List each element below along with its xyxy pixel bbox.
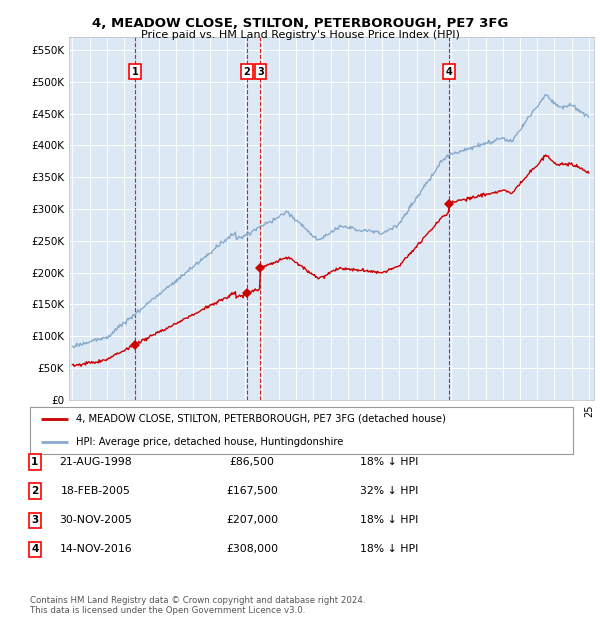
Text: 4, MEADOW CLOSE, STILTON, PETERBOROUGH, PE7 3FG: 4, MEADOW CLOSE, STILTON, PETERBOROUGH, … — [92, 17, 508, 30]
Text: £207,000: £207,000 — [226, 515, 278, 525]
Text: 18-FEB-2005: 18-FEB-2005 — [61, 486, 131, 496]
Text: 3: 3 — [257, 67, 263, 77]
Text: HPI: Average price, detached house, Huntingdonshire: HPI: Average price, detached house, Hunt… — [76, 437, 344, 447]
Text: 4: 4 — [31, 544, 38, 554]
Text: 2: 2 — [244, 67, 250, 77]
Text: £308,000: £308,000 — [226, 544, 278, 554]
Text: 32% ↓ HPI: 32% ↓ HPI — [360, 486, 418, 496]
Text: £167,500: £167,500 — [226, 486, 278, 496]
Text: 21-AUG-1998: 21-AUG-1998 — [59, 457, 133, 467]
Text: Contains HM Land Registry data © Crown copyright and database right 2024.
This d: Contains HM Land Registry data © Crown c… — [30, 596, 365, 615]
Text: 18% ↓ HPI: 18% ↓ HPI — [360, 515, 418, 525]
Text: 1: 1 — [31, 457, 38, 467]
Text: 18% ↓ HPI: 18% ↓ HPI — [360, 457, 418, 467]
Text: 4, MEADOW CLOSE, STILTON, PETERBOROUGH, PE7 3FG (detached house): 4, MEADOW CLOSE, STILTON, PETERBOROUGH, … — [76, 414, 446, 424]
Text: 4: 4 — [446, 67, 452, 77]
Text: 1: 1 — [131, 67, 139, 77]
Text: 14-NOV-2016: 14-NOV-2016 — [59, 544, 133, 554]
Text: 2: 2 — [31, 486, 38, 496]
Text: Price paid vs. HM Land Registry's House Price Index (HPI): Price paid vs. HM Land Registry's House … — [140, 30, 460, 40]
Text: 18% ↓ HPI: 18% ↓ HPI — [360, 544, 418, 554]
Text: 30-NOV-2005: 30-NOV-2005 — [59, 515, 133, 525]
Text: 3: 3 — [31, 515, 38, 525]
Text: £86,500: £86,500 — [229, 457, 275, 467]
